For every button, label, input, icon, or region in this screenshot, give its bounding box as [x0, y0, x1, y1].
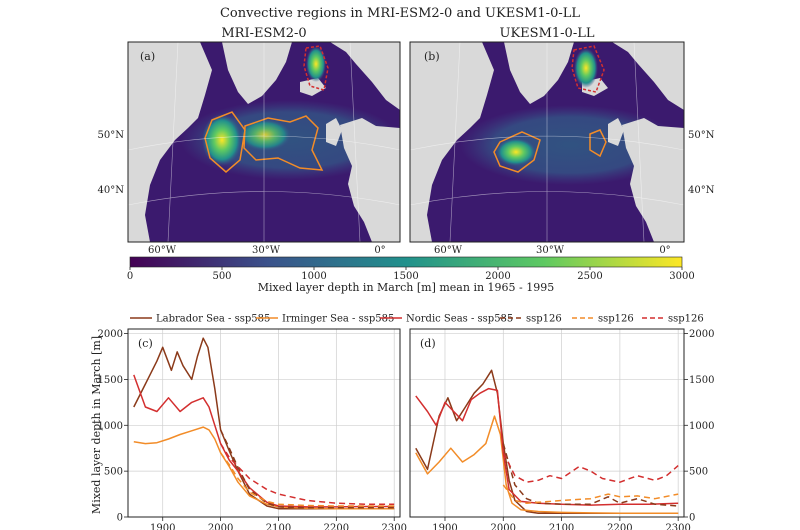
contour-nordic-a [303, 45, 329, 91]
x-tick-label: 2000 [491, 523, 516, 530]
colorbar-tick-label: 2000 [485, 271, 510, 282]
contour-irminger-b [589, 129, 607, 158]
figure-title: Convective regions in MRI-ESM2-0 and UKE… [220, 6, 580, 21]
series-line-4 [502, 443, 679, 507]
ocean-warm-a [180, 100, 400, 180]
y-axis-label: Mixed layer depth in March [m] [90, 336, 103, 514]
y-tick-label: 0 [689, 513, 695, 524]
hotspot-irminger-a [239, 119, 291, 151]
series-line-3 [415, 387, 679, 506]
contour-nordic-b [571, 45, 605, 93]
lat-label-50n-a: 50°N [98, 130, 125, 141]
graticule-b [410, 42, 684, 242]
panel-label-b: (b) [424, 50, 440, 63]
colorbar-tick-label: 500 [212, 271, 231, 282]
land-greenland-a [222, 42, 292, 104]
colorbar-gradient [129, 256, 683, 268]
colorbar-tick-label: 1000 [301, 271, 326, 282]
land-north-america-a [128, 42, 212, 242]
hotspot-nordic-b [574, 48, 598, 88]
colorbar-tick-label: 0 [127, 271, 133, 282]
y-tick-label: 500 [689, 467, 708, 478]
legend: Labrador Sea - ssp585 Irminger Sea - ssp5… [130, 314, 704, 325]
contour-labrador-b [493, 131, 541, 173]
x-tick-label: 2100 [266, 523, 291, 530]
colorbar-label: Mixed layer depth in March [m] mean in 1… [258, 281, 555, 294]
legend-label: Nordic Seas - ssp585 [406, 314, 513, 325]
land-europe-b [622, 118, 684, 242]
map-title-a: MRI-ESM2-0 [221, 26, 306, 41]
series-line-4 [219, 429, 395, 509]
legend-label: ssp126 [668, 314, 704, 325]
colorbar-tick-label: 1500 [393, 271, 418, 282]
lat-label-40n-b: 40°N [688, 185, 715, 196]
y-tick-label: 1000 [98, 421, 123, 432]
legend-label: ssp126 [598, 314, 634, 325]
x-tick-label: 2100 [549, 523, 574, 530]
line-panel-c: 1900 2000 2100 2200 2300 0 500 1000 1500 2000 (c) [98, 328, 407, 530]
series-line-2 [415, 415, 679, 515]
lon-label-30w-b: 30°W [536, 245, 565, 256]
lon-label-60w-b: 60°W [434, 245, 463, 256]
series-line-6 [502, 452, 679, 483]
hotspot-labrador-a [202, 114, 242, 166]
y-tick-label: 2000 [98, 329, 123, 340]
colorbar-tick-label: 3000 [669, 271, 694, 282]
graticule-a [128, 42, 400, 242]
land-europe-a [340, 118, 400, 242]
x-tick-label: 2000 [208, 523, 233, 530]
y-tick-label: 500 [104, 467, 123, 478]
series-line-5 [502, 484, 679, 504]
series-line-1 [133, 337, 395, 510]
contour-irminger-a [243, 115, 324, 171]
x-tick-label: 2300 [381, 523, 406, 530]
contour-labrador-a [204, 111, 246, 173]
series-line-6 [219, 443, 395, 505]
land-greenland-b [504, 42, 574, 104]
panel-label-a: (a) [140, 50, 155, 63]
lon-label-30w-a: 30°W [252, 245, 281, 256]
x-tick-label: 2200 [607, 523, 632, 530]
series-line-5 [219, 452, 395, 507]
y-tick-label: 1000 [689, 421, 714, 432]
colorbar: 0 500 1000 1500 2000 2500 3000 Mixed layer dep… [127, 256, 695, 294]
y-tick-label: 2000 [689, 329, 714, 340]
map-panel-a: MRI-ESM2-0 (a) 50°N 40°N 60°W [98, 26, 401, 256]
series-line-2 [133, 426, 395, 510]
hotspot-labrador-b [496, 138, 536, 166]
y-tick-label: 0 [117, 513, 123, 524]
lon-label-0-b: 0° [659, 245, 670, 256]
x-tick-label: 2200 [324, 523, 349, 530]
x-tick-label: 1900 [150, 523, 175, 530]
panel-label: (c) [138, 337, 153, 350]
panel-label: (d) [420, 337, 436, 350]
colorbar-ticks: 0 500 1000 1500 2000 2500 3000 [127, 267, 695, 282]
lat-label-50n-b: 50°N [688, 130, 715, 141]
land-scandinavia-b [612, 42, 684, 110]
y-tick-label: 1500 [98, 375, 123, 386]
colorbar-tick-label: 2500 [577, 271, 602, 282]
legend-label: ssp126 [526, 314, 562, 325]
land-north-america-b [410, 42, 494, 242]
plot-frame [127, 328, 401, 518]
x-tick-label: 1900 [432, 523, 457, 530]
lat-label-40n-a: 40°N [98, 185, 125, 196]
lon-label-0-a: 0° [374, 245, 385, 256]
series-line-1 [415, 369, 679, 515]
plot-frame [409, 328, 685, 518]
hotspot-nordic-a [306, 46, 326, 82]
map-frame-b [409, 41, 685, 243]
map-panel-b: UKESM1-0-LL (b) 50°N 40°N 60°W 30°W 0° [409, 26, 715, 256]
map-title-b: UKESM1-0-LL [500, 26, 595, 41]
legend-label: Labrador Sea - ssp585 [156, 314, 270, 325]
land-scandinavia-a [330, 42, 400, 110]
legend-label: Irminger Sea - ssp585 [282, 314, 394, 325]
x-tick-label: 2300 [665, 523, 690, 530]
lon-label-60w-a: 60°W [148, 245, 177, 256]
map-frame-a [127, 41, 401, 243]
y-tick-label: 1500 [689, 375, 714, 386]
